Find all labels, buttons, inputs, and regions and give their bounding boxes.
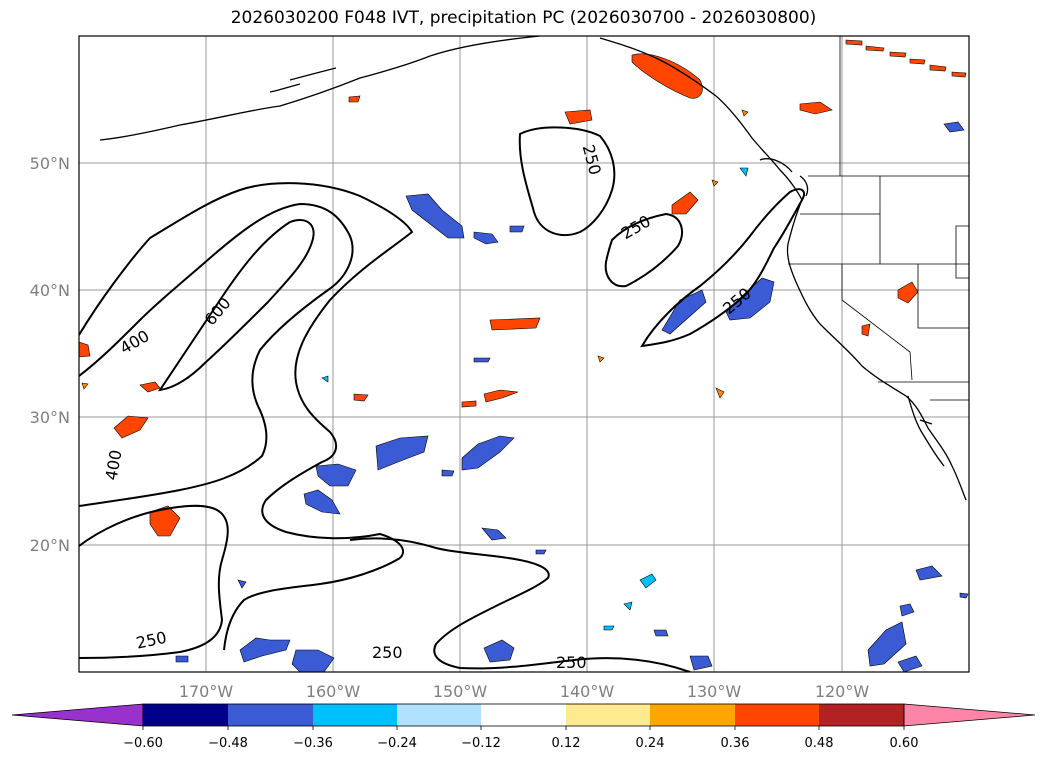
map-title: 2026030200 F048 IVT, precipitation PC (2… [230,8,817,28]
lat-label: 50°N [30,154,70,173]
colorbar-segment [481,704,566,726]
colorbar-segment [228,704,313,726]
lon-label: 160°W [306,682,361,701]
ivt-contours [79,126,806,672]
contour-label-250: 250 [372,643,403,662]
lon-label: 150°W [433,682,488,701]
map-plot-area [79,36,969,672]
colorbar-segment [397,704,481,726]
positive-pc-regions [79,39,967,537]
colorbar-tick: 0.48 [805,736,834,751]
state-borders [788,36,969,401]
colorbar-segment [143,704,228,726]
lat-label: 20°N [30,536,70,555]
colorbar-tick: −0.12 [461,736,501,751]
colorbar-tick: −0.36 [293,736,333,751]
colorbar-segment [650,704,735,726]
colorbar-segment [819,704,904,726]
colorbar-tick: 0.12 [552,736,581,751]
lon-label: 120°W [815,682,870,701]
lon-label: 130°W [687,682,742,701]
colorbar-tick: 0.24 [636,736,665,751]
colorbar-segment [313,704,397,726]
colorbar: −0.60 −0.48 −0.36 −0.24 −0.12 0.12 0.24 … [11,703,1036,751]
colorbar-extend-left [11,703,144,727]
colorbar-tick: 0.60 [890,736,919,751]
lat-label: 40°N [30,281,70,300]
colorbar-segment [735,704,819,726]
colorbar-tick: −0.48 [208,736,248,751]
colorbar-segment [566,704,650,726]
colorbar-tick: 0.36 [721,736,750,751]
negative-pc-regions [175,121,969,672]
lon-label: 140°W [560,682,615,701]
colorbar-tick: −0.24 [377,736,417,751]
contour-label-250: 250 [556,653,587,672]
gridlines [79,36,969,672]
colorbar-extend-right [903,703,1036,727]
map-frame [78,35,970,673]
lon-label: 170°W [179,682,234,701]
colorbar-tick: −0.60 [123,736,163,751]
coastlines [99,36,967,501]
lat-label: 30°N [30,408,70,427]
